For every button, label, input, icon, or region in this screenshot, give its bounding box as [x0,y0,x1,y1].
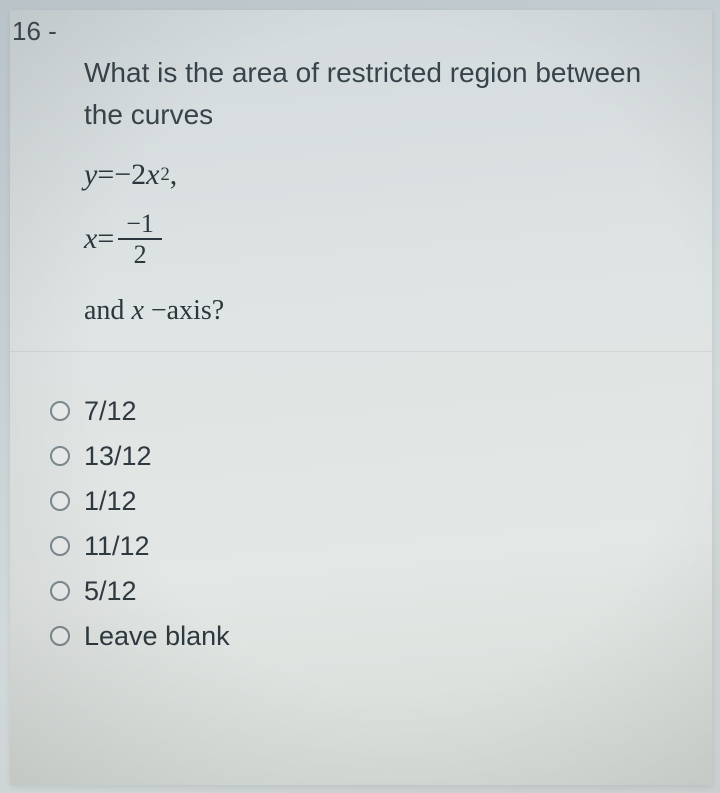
option-d-label: 11/12 [84,531,150,562]
option-e[interactable]: 5/12 [50,576,692,607]
question-number: 16 - [10,16,63,47]
eq1-exp: 2 [161,164,170,186]
equation-2: x = −1 2 [84,210,684,269]
eq1-tail: , [170,158,178,192]
question-block: What is the area of restricted region be… [10,10,712,352]
and-line: and x −axis? [84,295,684,327]
question-line-2: the curves [84,99,213,130]
eq2-lhs: x [84,222,97,256]
eq1-lhs: y [84,158,97,192]
eq2-fraction: −1 2 [118,210,162,269]
option-d[interactable]: 11/12 [50,531,692,562]
option-b-label: 13/12 [84,441,152,472]
and-var: x [131,295,150,326]
radio-icon [50,491,70,511]
eq2-equals: = [97,222,114,256]
eq1-var: x [146,158,159,192]
radio-icon [50,626,70,646]
question-line-1: What is the area of restricted region be… [84,57,641,88]
question-text: What is the area of restricted region be… [84,52,684,136]
option-f-label: Leave blank [84,621,230,652]
options-list: 7/12 13/12 1/12 11/12 5/12 Leave blank [10,352,712,686]
eq2-denominator: 2 [126,240,155,268]
option-a[interactable]: 7/12 [50,396,692,427]
equation-1: y = −2 x 2 , [84,158,684,192]
quiz-page: 16 - What is the area of restricted regi… [10,10,712,785]
option-e-label: 5/12 [84,576,137,607]
option-c-label: 1/12 [84,486,137,517]
and-suffix: axis? [167,295,225,326]
option-b[interactable]: 13/12 [50,441,692,472]
option-c[interactable]: 1/12 [50,486,692,517]
option-a-label: 7/12 [84,396,137,427]
and-prefix: and [84,295,131,326]
radio-icon [50,536,70,556]
eq1-equals: = [97,158,114,192]
radio-icon [50,401,70,421]
radio-icon [50,446,70,466]
eq1-coef: −2 [114,158,146,192]
option-leave-blank[interactable]: Leave blank [50,621,692,652]
and-dash: − [151,295,167,326]
radio-icon [50,581,70,601]
eq2-numerator: −1 [118,210,162,240]
